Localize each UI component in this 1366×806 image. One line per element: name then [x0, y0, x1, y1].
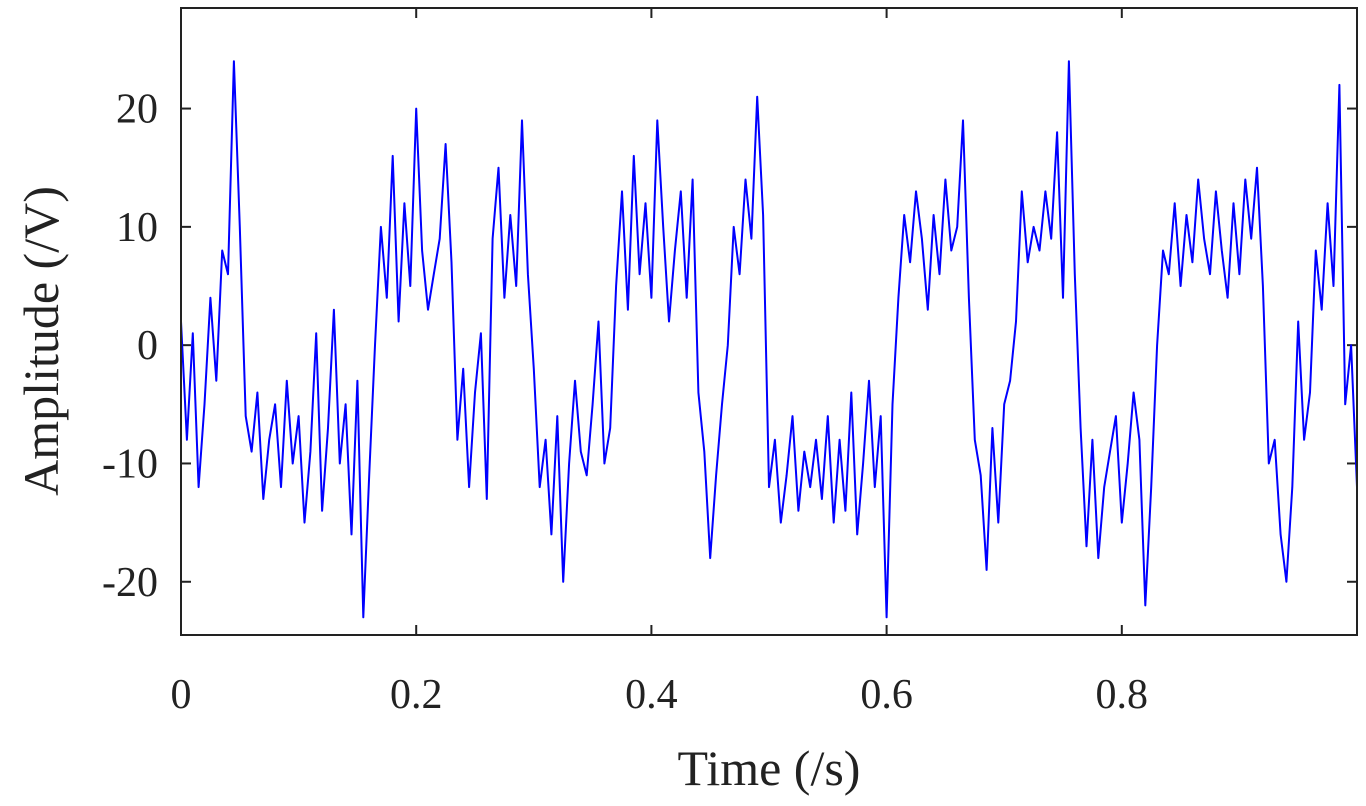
- y-tick-label: 10: [116, 205, 158, 251]
- x-tick-labels: 0 0.2 0.4 0.6 0.8: [171, 672, 1149, 718]
- y-tick-label: -20: [102, 560, 158, 606]
- x-tick-label: 0.2: [390, 672, 443, 718]
- x-tick-label: 0.8: [1096, 672, 1149, 718]
- x-tick-label: 0.4: [625, 672, 678, 718]
- x-tick-label: 0: [171, 672, 192, 718]
- y-tick-labels: 20 10 0 -10 -20: [102, 87, 158, 606]
- y-tick-label: 20: [116, 87, 158, 133]
- y-tick-label: 0: [137, 323, 158, 369]
- y-tick-label: -10: [102, 441, 158, 487]
- x-axis-title: Time (/s): [678, 740, 861, 796]
- plot-frame: [180, 7, 1358, 636]
- x-tick-label: 0.6: [860, 672, 913, 718]
- axis-ticks: [180, 8, 1357, 635]
- y-axis-title: Amplitude (/V): [13, 186, 69, 496]
- series-line: [180, 60, 1358, 619]
